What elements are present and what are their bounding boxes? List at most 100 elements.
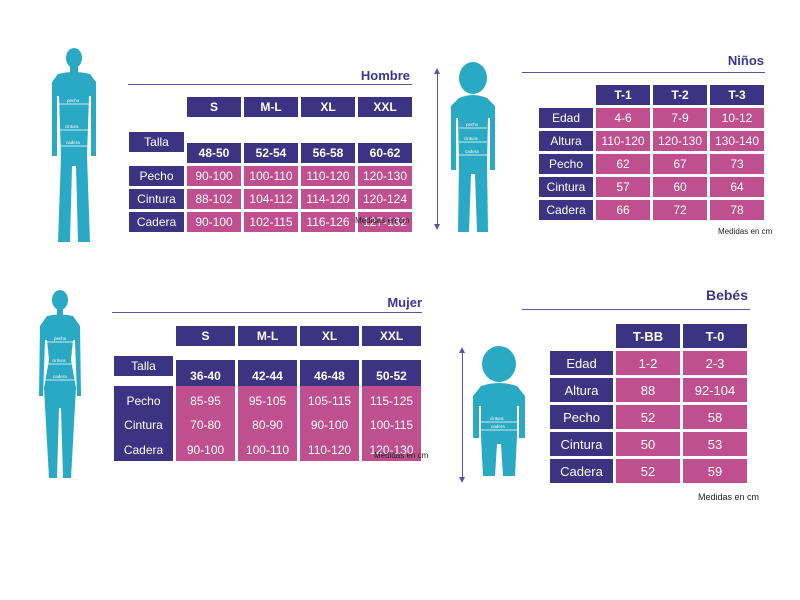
row-label: Cadera [129, 212, 184, 232]
row-label: Talla [129, 131, 184, 152]
bebes-table: T-BB T-0 Edad 1-2 2-3 Altura 88 92-104 P… [550, 324, 747, 483]
talla-value: 60-62 [358, 143, 412, 163]
units-note: Medidas en cm [374, 451, 429, 460]
mujer-title: Mujer [387, 295, 422, 310]
row-label: Cadera [550, 459, 613, 483]
ninos-table: T-1 T-2 T-3 Edad 4-6 7-9 10-12 Altura 11… [539, 85, 764, 220]
value-cell: 4-6 [596, 108, 650, 128]
svg-text:cadera: cadera [465, 149, 479, 154]
value-cell: 64 [710, 177, 764, 197]
hombre-table: S M-L XL XXL Talla 48-50 52-54 56-58 60-… [129, 97, 412, 232]
value-cell: 114-120 [301, 189, 355, 209]
value-cell: 88 [616, 378, 680, 402]
value-cell: 110-120 [596, 131, 650, 151]
value-cell: 90-100 [187, 212, 241, 232]
row-label: Cintura [550, 432, 613, 456]
value-cell: 10-12 [710, 108, 764, 128]
value-cell: 104-112 [244, 189, 298, 209]
value-cell: 67 [653, 154, 707, 174]
size-header: T-2 [653, 85, 707, 105]
mujer-table: S M-L XL XXL Talla 36-40 42-44 46-48 50-… [114, 326, 421, 461]
value-cell: 85-95 [176, 386, 235, 415]
value-cell: 52 [616, 459, 680, 483]
value-cell: 100-110 [238, 438, 297, 461]
size-header: T-BB [616, 324, 680, 348]
value-cell: 90-100 [187, 166, 241, 186]
row-label: Edad [539, 108, 593, 128]
size-header: S [176, 326, 235, 346]
value-cell: 2-3 [683, 351, 747, 375]
value-cell: 1-2 [616, 351, 680, 375]
value-cell: 120-124 [358, 189, 412, 209]
size-header: XL [301, 97, 355, 117]
value-cell: 88-102 [187, 189, 241, 209]
svg-text:cadera: cadera [66, 140, 80, 145]
size-header: XXL [362, 326, 421, 346]
value-cell: 120-130 [358, 166, 412, 186]
talla-value: 56-58 [301, 143, 355, 163]
row-label: Edad [550, 351, 613, 375]
talla-value: 48-50 [187, 143, 241, 163]
value-cell: 95-105 [238, 386, 297, 415]
value-cell: 110-120 [300, 438, 359, 461]
baby-silhouette: cintura cadera [471, 346, 527, 478]
value-cell: 120-130 [362, 438, 421, 461]
value-cell: 115-125 [362, 386, 421, 415]
value-cell: 50 [616, 432, 680, 456]
value-cell: 73 [710, 154, 764, 174]
row-label: Cintura [114, 412, 173, 438]
row-label: Pecho [550, 405, 613, 429]
row-label: Pecho [129, 166, 184, 186]
value-cell: 90-100 [300, 412, 359, 438]
value-cell: 120-130 [653, 131, 707, 151]
value-cell: 100-115 [362, 412, 421, 438]
svg-text:cintura: cintura [464, 136, 478, 141]
value-cell: 110-120 [301, 166, 355, 186]
value-cell: 52 [616, 405, 680, 429]
man-silhouette: pecho cintura cadera [50, 46, 98, 244]
row-label: Cadera [114, 438, 173, 461]
row-label: Altura [539, 131, 593, 151]
talla-value: 52-54 [244, 143, 298, 163]
row-label: Pecho [114, 386, 173, 415]
value-cell: 60 [653, 177, 707, 197]
value-cell: 57 [596, 177, 650, 197]
value-cell: 78 [710, 200, 764, 220]
value-cell: 80-90 [238, 412, 297, 438]
units-note: Medidas en cm [698, 492, 760, 502]
units-note: Medidas en cm [355, 216, 410, 225]
value-cell: 92-104 [683, 378, 747, 402]
units-note: Medidas en cm [718, 227, 773, 236]
size-header: T-1 [596, 85, 650, 105]
svg-text:cadera: cadera [53, 374, 67, 379]
value-cell: 70-80 [176, 412, 235, 438]
value-cell: 53 [683, 432, 747, 456]
svg-text:cintura: cintura [65, 124, 79, 129]
value-cell: 102-115 [244, 212, 298, 232]
value-cell: 116-126 [301, 212, 355, 232]
size-header: T-0 [683, 324, 747, 348]
ninos-title: Niños [727, 53, 764, 68]
svg-text:cintura: cintura [52, 358, 66, 363]
row-label: Cadera [539, 200, 593, 220]
row-label: Pecho [539, 154, 593, 174]
size-header: T-3 [710, 85, 764, 105]
row-label: Altura [550, 378, 613, 402]
size-header: XL [300, 326, 359, 346]
size-header: M-L [244, 97, 298, 117]
row-label: Cintura [539, 177, 593, 197]
value-cell: 100-110 [244, 166, 298, 186]
size-header: M-L [238, 326, 297, 346]
size-header: S [187, 97, 241, 117]
hombre-title: Hombre [360, 68, 410, 83]
row-label: Talla [114, 355, 173, 376]
value-cell: 105-115 [300, 386, 359, 415]
svg-text:pecho: pecho [466, 122, 479, 127]
value-cell: 62 [596, 154, 650, 174]
svg-text:cadera: cadera [491, 424, 505, 429]
bebes-title: Bebés [705, 287, 748, 303]
value-cell: 59 [683, 459, 747, 483]
svg-text:cintura: cintura [490, 416, 504, 421]
child-silhouette: pecho cintura cadera [447, 62, 499, 234]
woman-silhouette: pecho cintura cadera [36, 288, 84, 480]
